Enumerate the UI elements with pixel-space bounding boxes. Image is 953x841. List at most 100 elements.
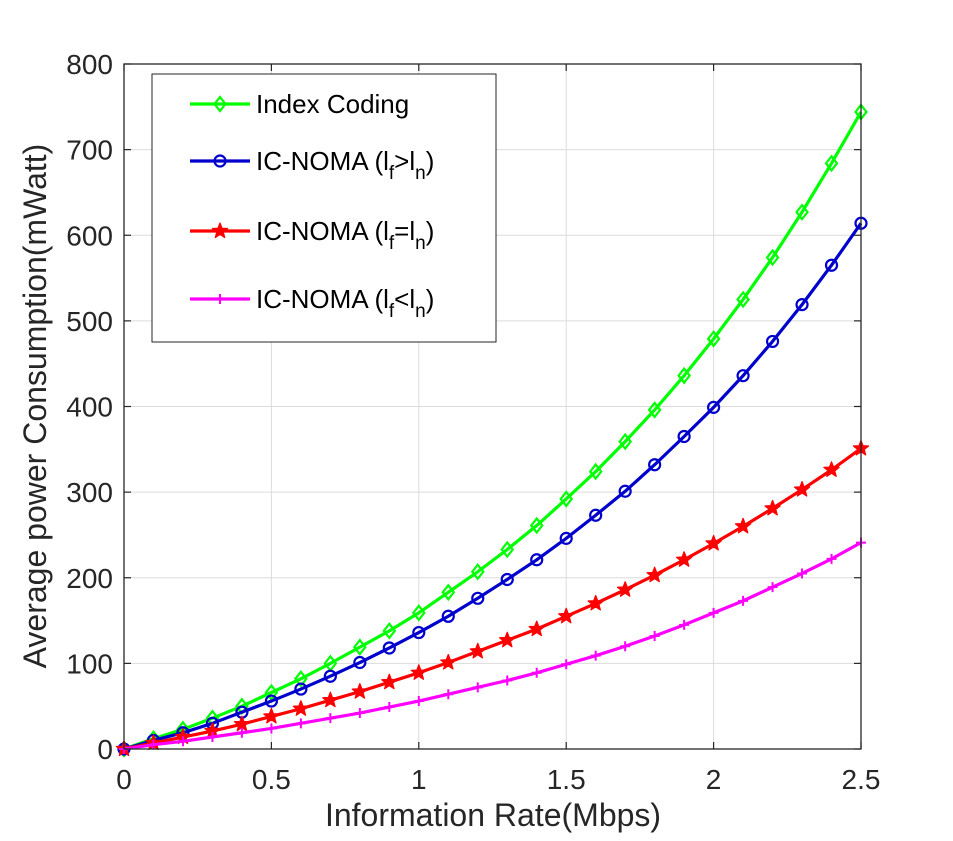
- data-point: [325, 713, 336, 724]
- series-3: [115, 439, 870, 757]
- data-point: [236, 727, 247, 738]
- legend-marker: [211, 222, 229, 239]
- x-tick-label: 1.5: [547, 764, 586, 795]
- data-point: [559, 490, 574, 508]
- y-tick-label: 100: [66, 648, 113, 679]
- data-point: [470, 562, 485, 581]
- data-point: [706, 330, 721, 348]
- data-point: [675, 551, 693, 567]
- data-point: [793, 480, 811, 497]
- y-tick-label: 700: [66, 135, 113, 166]
- data-point: [528, 620, 545, 637]
- data-point: [765, 248, 780, 267]
- data-point: [589, 508, 603, 522]
- data-point: [263, 707, 280, 724]
- data-point: [734, 517, 752, 534]
- data-point: [531, 667, 542, 678]
- data-point: [469, 642, 486, 659]
- data-point: [736, 290, 750, 309]
- y-axis-ticks: 0 100 200 300 400 500 600 700 800: [66, 49, 861, 765]
- data-point: [679, 619, 690, 630]
- data-point: [354, 708, 365, 719]
- y-tick-label: 600: [66, 220, 113, 251]
- data-point: [351, 683, 369, 699]
- data-point: [440, 653, 457, 670]
- data-point: [677, 366, 692, 385]
- data-point: [588, 462, 603, 481]
- data-point: [413, 696, 424, 707]
- legend-label: Index Coding: [256, 89, 409, 119]
- data-point: [738, 595, 749, 606]
- legend-entry: IC-NOMA (lf<ln): [190, 284, 434, 322]
- x-tick-label: 2.5: [842, 764, 881, 795]
- data-point: [767, 582, 778, 593]
- x-tick-label: 0.5: [252, 764, 291, 795]
- x-tick-label: 0: [116, 764, 132, 795]
- data-point: [322, 691, 339, 708]
- legend-marker: [213, 154, 227, 168]
- data-point: [264, 694, 278, 708]
- legend-entry: IC-NOMA (lf>ln): [190, 146, 434, 184]
- y-tick-label: 400: [66, 392, 113, 423]
- data-point: [499, 631, 516, 648]
- data-point: [384, 702, 395, 713]
- data-point: [500, 572, 514, 587]
- data-point: [706, 400, 721, 414]
- data-point: [557, 607, 575, 624]
- legend-label: IC-NOMA (lf=ln): [256, 216, 434, 254]
- legend-entry: Index Coding: [190, 89, 409, 119]
- data-point: [764, 499, 781, 516]
- data-point: [443, 689, 454, 700]
- x-tick-label: 2: [706, 764, 722, 795]
- x-tick-label: 1: [411, 764, 427, 795]
- data-point: [352, 638, 367, 656]
- data-point: [411, 604, 426, 622]
- data-point: [266, 723, 277, 734]
- data-point: [616, 581, 634, 597]
- y-axis-label: Average power Consumption(mWatt): [17, 144, 53, 669]
- data-point: [590, 650, 601, 661]
- series-4: [119, 537, 866, 754]
- data-point: [207, 732, 218, 743]
- data-point: [410, 664, 428, 680]
- data-point: [647, 401, 662, 419]
- data-point: [824, 258, 839, 272]
- data-point: [382, 622, 397, 640]
- data-point: [646, 566, 663, 583]
- y-tick-label: 0: [97, 734, 113, 765]
- data-point: [795, 203, 809, 221]
- legend-marker: [215, 294, 225, 304]
- series-layer: [115, 103, 870, 758]
- data-point: [620, 641, 631, 652]
- data-point: [148, 739, 159, 750]
- data-point: [177, 736, 188, 747]
- data-point: [294, 682, 308, 696]
- data-point: [736, 369, 750, 383]
- data-point: [471, 591, 485, 605]
- x-axis-label: Information Rate(Mbps): [325, 797, 661, 833]
- data-point: [529, 516, 544, 535]
- data-point: [705, 534, 722, 551]
- data-point: [323, 669, 337, 683]
- data-point: [441, 583, 456, 602]
- data-point: [500, 540, 515, 559]
- legend: Index Coding IC-NOMA (lf>ln) IC-NOMA (lf=l…: [151, 73, 497, 343]
- data-point: [381, 673, 398, 690]
- x-axis-ticks: 0 0.5 1 1.5 2 2.5: [116, 64, 880, 795]
- data-point: [648, 458, 662, 472]
- data-point: [765, 334, 780, 349]
- y-tick-label: 300: [66, 477, 113, 508]
- data-point: [561, 659, 572, 670]
- data-point: [826, 553, 837, 564]
- y-tick-label: 800: [66, 49, 113, 80]
- data-point: [587, 594, 604, 611]
- data-point: [233, 715, 251, 732]
- data-point: [353, 655, 367, 670]
- data-point: [502, 675, 513, 686]
- data-point: [618, 432, 633, 451]
- data-point: [708, 607, 719, 618]
- data-point: [559, 531, 573, 545]
- data-point: [530, 553, 544, 567]
- data-point: [824, 154, 839, 173]
